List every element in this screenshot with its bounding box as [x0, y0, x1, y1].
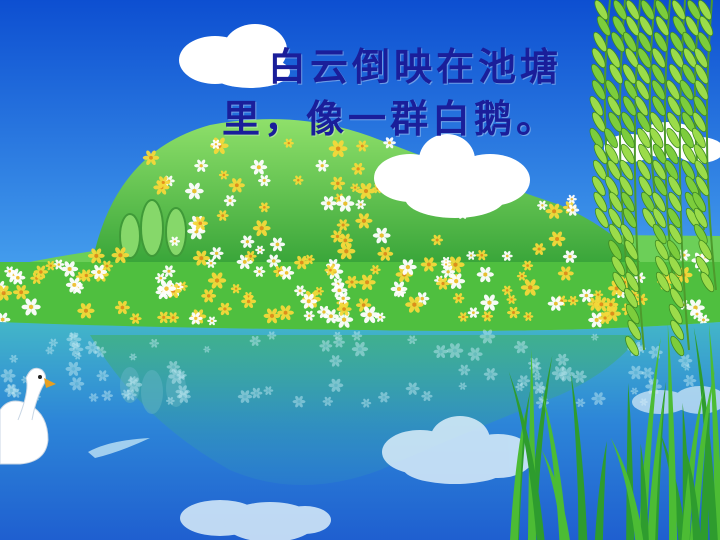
reeds: [508, 323, 720, 540]
flower-meadow: [0, 137, 711, 328]
caption-line-2: 里，像一群白鹅。: [222, 97, 559, 141]
swan: [0, 367, 150, 465]
hill-reflection: [90, 335, 640, 485]
flower-reflections: [0, 329, 697, 409]
caption-line-1: 白云倒映在池塘: [268, 45, 563, 89]
shrubs: [119, 199, 187, 259]
cloud-top-left: [179, 24, 290, 88]
cloud-reflection-center: [382, 416, 534, 484]
cloud-center: [374, 134, 530, 218]
cloud-reflection-bottom: [180, 500, 331, 540]
willow-tree: [589, 0, 717, 357]
meadow-band: [0, 262, 720, 331]
